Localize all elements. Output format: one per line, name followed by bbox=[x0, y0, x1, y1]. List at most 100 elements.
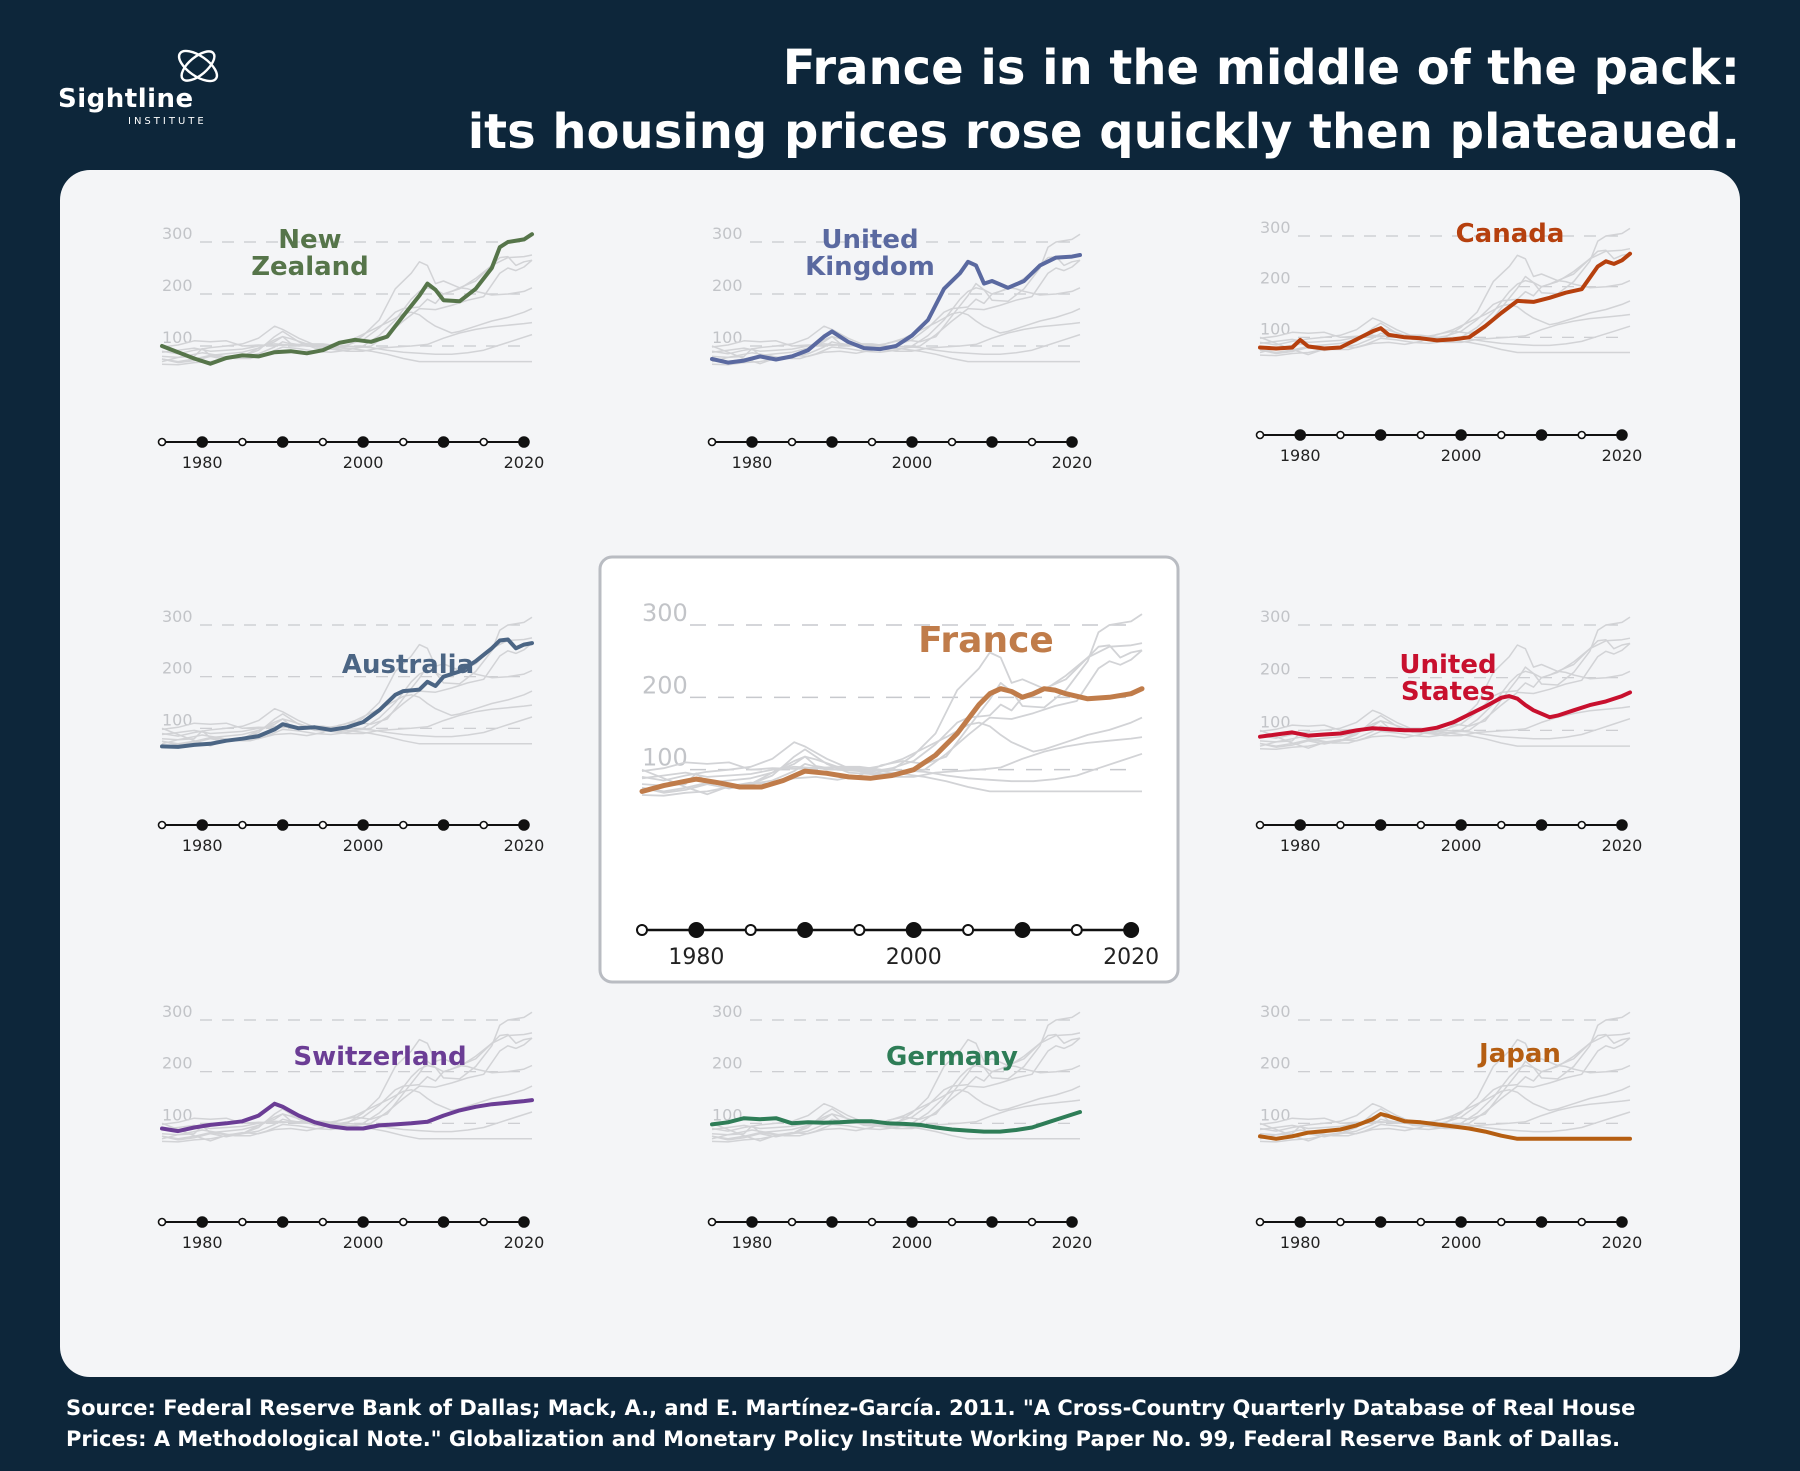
bg-line-switzerland-australia bbox=[161, 1033, 533, 1143]
series-line-new-zealand bbox=[160, 232, 534, 366]
x-marker-canada-2015 bbox=[1577, 430, 1587, 440]
x-marker-france-2015 bbox=[1070, 924, 1083, 936]
x-marker-united-states-2020 bbox=[1616, 819, 1628, 831]
x-tick-japan-2020: 2020 bbox=[1602, 1233, 1643, 1252]
bg-line-australia-united-states bbox=[161, 690, 533, 736]
x-tick-japan-1980: 1980 bbox=[1280, 1233, 1321, 1252]
x-marker-united-kingdom-1975 bbox=[707, 437, 717, 447]
x-marker-japan-1980 bbox=[1294, 1216, 1307, 1228]
sightline-logo-icon bbox=[177, 49, 219, 83]
x-marker-switzerland-2005 bbox=[399, 1217, 408, 1227]
x-marker-germany-2020 bbox=[1066, 1216, 1078, 1228]
y-tick-switzerland-300: 300 bbox=[162, 1002, 193, 1021]
x-marker-switzerland-1975 bbox=[157, 1217, 167, 1227]
x-tick-australia-1980: 1980 bbox=[182, 836, 223, 855]
y-tick-australia-300: 300 bbox=[162, 607, 193, 626]
bg-line-germany-united-states bbox=[711, 1085, 1081, 1131]
x-tick-germany-2020: 2020 bbox=[1052, 1233, 1093, 1252]
y-tick-germany-300: 300 bbox=[712, 1002, 743, 1021]
x-marker-canada-1985 bbox=[1336, 430, 1345, 440]
x-tick-france-2000: 2000 bbox=[886, 945, 942, 970]
x-marker-new-zealand-1990 bbox=[276, 436, 289, 448]
bg-line-new-zealand-switzerland bbox=[161, 321, 533, 355]
x-marker-japan-1975 bbox=[1255, 1217, 1265, 1227]
y-tick-australia-100: 100 bbox=[162, 710, 193, 729]
y-tick-canada-200: 200 bbox=[1260, 269, 1291, 288]
bg-line-japan-canada bbox=[1259, 1037, 1631, 1136]
x-marker-united-kingdom-2020 bbox=[1066, 436, 1078, 448]
x-tick-germany-1980: 1980 bbox=[732, 1233, 773, 1252]
y-tick-japan-100: 100 bbox=[1260, 1105, 1291, 1124]
x-marker-australia-1995 bbox=[318, 820, 328, 830]
x-marker-united-states-2015 bbox=[1577, 820, 1587, 830]
series-label-united-kingdom: United bbox=[821, 225, 918, 255]
x-marker-japan-2000 bbox=[1455, 1216, 1467, 1228]
x-tick-canada-1980: 1980 bbox=[1280, 446, 1321, 465]
x-tick-new-zealand-1980: 1980 bbox=[182, 453, 223, 472]
series-label-united-states: United bbox=[1399, 650, 1496, 680]
x-marker-united-states-1990 bbox=[1374, 819, 1387, 831]
x-marker-new-zealand-1985 bbox=[238, 437, 247, 447]
y-tick-japan-200: 200 bbox=[1260, 1054, 1291, 1073]
x-marker-canada-2000 bbox=[1455, 429, 1467, 441]
series-label-japan: Japan bbox=[1477, 1039, 1561, 1069]
series-label-united-kingdom: Kingdom bbox=[805, 252, 935, 282]
x-marker-united-states-1985 bbox=[1336, 820, 1345, 830]
x-marker-japan-2020 bbox=[1616, 1216, 1628, 1228]
x-marker-germany-1990 bbox=[826, 1216, 838, 1228]
x-marker-united-states-1975 bbox=[1255, 820, 1265, 830]
y-tick-united-kingdom-200: 200 bbox=[712, 276, 743, 295]
x-marker-united-kingdom-1985 bbox=[787, 437, 797, 447]
y-tick-new-zealand-200: 200 bbox=[162, 276, 193, 295]
x-tick-united-states-1980: 1980 bbox=[1280, 836, 1321, 855]
series-label-germany: Germany bbox=[886, 1042, 1018, 1072]
source-note: Source: Federal Reserve Bank of Dallas; … bbox=[66, 1393, 1766, 1455]
bg-line-united-states-japan bbox=[1259, 720, 1630, 747]
x-marker-united-states-2005 bbox=[1497, 820, 1506, 830]
bg-line-germany-switzerland bbox=[711, 1099, 1081, 1132]
bg-line-japan-united-states bbox=[1259, 1085, 1631, 1131]
y-tick-new-zealand-300: 300 bbox=[162, 224, 193, 243]
x-marker-switzerland-1985 bbox=[238, 1217, 247, 1227]
bg-line-canada-united-states bbox=[1259, 300, 1631, 345]
source-line-2: Prices: A Methodological Note." Globaliz… bbox=[66, 1427, 1621, 1451]
x-marker-germany-2000 bbox=[906, 1216, 918, 1228]
x-marker-france-1990 bbox=[797, 922, 814, 938]
x-marker-australia-1990 bbox=[276, 819, 289, 831]
series-label-united-states: States bbox=[1401, 677, 1495, 707]
series-line-canada bbox=[1258, 251, 1632, 351]
title-line-2: its housing prices rose quickly then pla… bbox=[467, 104, 1740, 160]
bg-line-new-zealand-united-states bbox=[161, 307, 533, 353]
series-line-united-kingdom bbox=[710, 253, 1082, 365]
x-marker-united-states-2000 bbox=[1455, 819, 1467, 831]
x-marker-new-zealand-2015 bbox=[479, 437, 489, 447]
bg-line-united-kingdom-switzerland bbox=[711, 321, 1081, 355]
y-tick-australia-200: 200 bbox=[162, 659, 193, 678]
series-label-france: France bbox=[918, 620, 1054, 661]
bg-line-germany-australia bbox=[711, 1033, 1081, 1143]
y-tick-switzerland-100: 100 bbox=[162, 1105, 193, 1124]
source-line-1: Source: Federal Reserve Bank of Dallas; … bbox=[66, 1396, 1636, 1420]
x-marker-switzerland-1990 bbox=[276, 1216, 289, 1228]
bg-line-switzerland-united-states bbox=[161, 1085, 533, 1131]
x-marker-germany-2005 bbox=[947, 1217, 957, 1227]
x-marker-united-kingdom-2010 bbox=[986, 436, 998, 448]
series-label-canada: Canada bbox=[1456, 219, 1565, 249]
x-marker-germany-1980 bbox=[746, 1216, 758, 1228]
series-line-switzerland bbox=[160, 1098, 534, 1134]
x-marker-canada-1980 bbox=[1294, 429, 1307, 441]
x-marker-australia-2005 bbox=[399, 820, 408, 830]
x-marker-new-zealand-1975 bbox=[157, 437, 167, 447]
logo: Sightline INSTITUTE bbox=[56, 44, 226, 134]
x-marker-japan-1995 bbox=[1416, 1217, 1426, 1227]
bg-line-japan-australia bbox=[1259, 1033, 1631, 1143]
x-marker-canada-1995 bbox=[1416, 430, 1426, 440]
x-marker-france-2010 bbox=[1014, 922, 1031, 938]
x-marker-canada-1990 bbox=[1374, 429, 1387, 441]
x-marker-canada-2005 bbox=[1497, 430, 1506, 440]
x-marker-japan-2010 bbox=[1535, 1216, 1548, 1228]
x-tick-australia-2000: 2000 bbox=[343, 836, 384, 855]
x-marker-australia-2020 bbox=[518, 819, 530, 831]
y-tick-france-200: 200 bbox=[642, 671, 688, 699]
